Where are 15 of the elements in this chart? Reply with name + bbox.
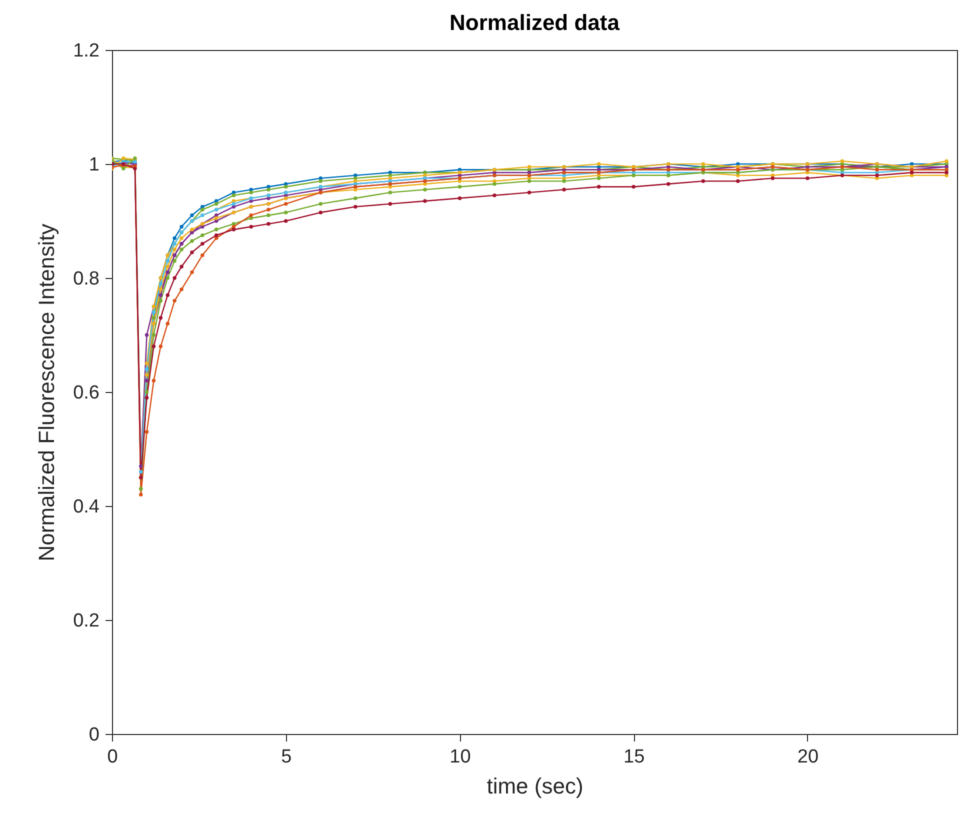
x-tick-label: 5 (281, 746, 292, 768)
y-axis-title: Normalized Fluorescence Intensity (34, 224, 60, 562)
y-tick-label: 1.2 (73, 40, 100, 62)
x-tick-label: 10 (450, 746, 471, 768)
x-tick-label: 20 (797, 746, 819, 768)
chart-title: Normalized data (450, 10, 620, 35)
y-tick-label: 0.4 (73, 496, 100, 518)
x-tick-label: 15 (624, 746, 645, 768)
x-axis-title: time (sec) (486, 774, 584, 798)
y-tick-label: 0 (88, 724, 100, 746)
x-tick-label: 0 (107, 746, 118, 768)
y-tick-label: 1 (88, 154, 100, 176)
y-tick-label: 0.2 (73, 610, 100, 632)
y-tick-label: 0.8 (73, 268, 100, 290)
y-tick-label: 0.6 (73, 382, 100, 404)
